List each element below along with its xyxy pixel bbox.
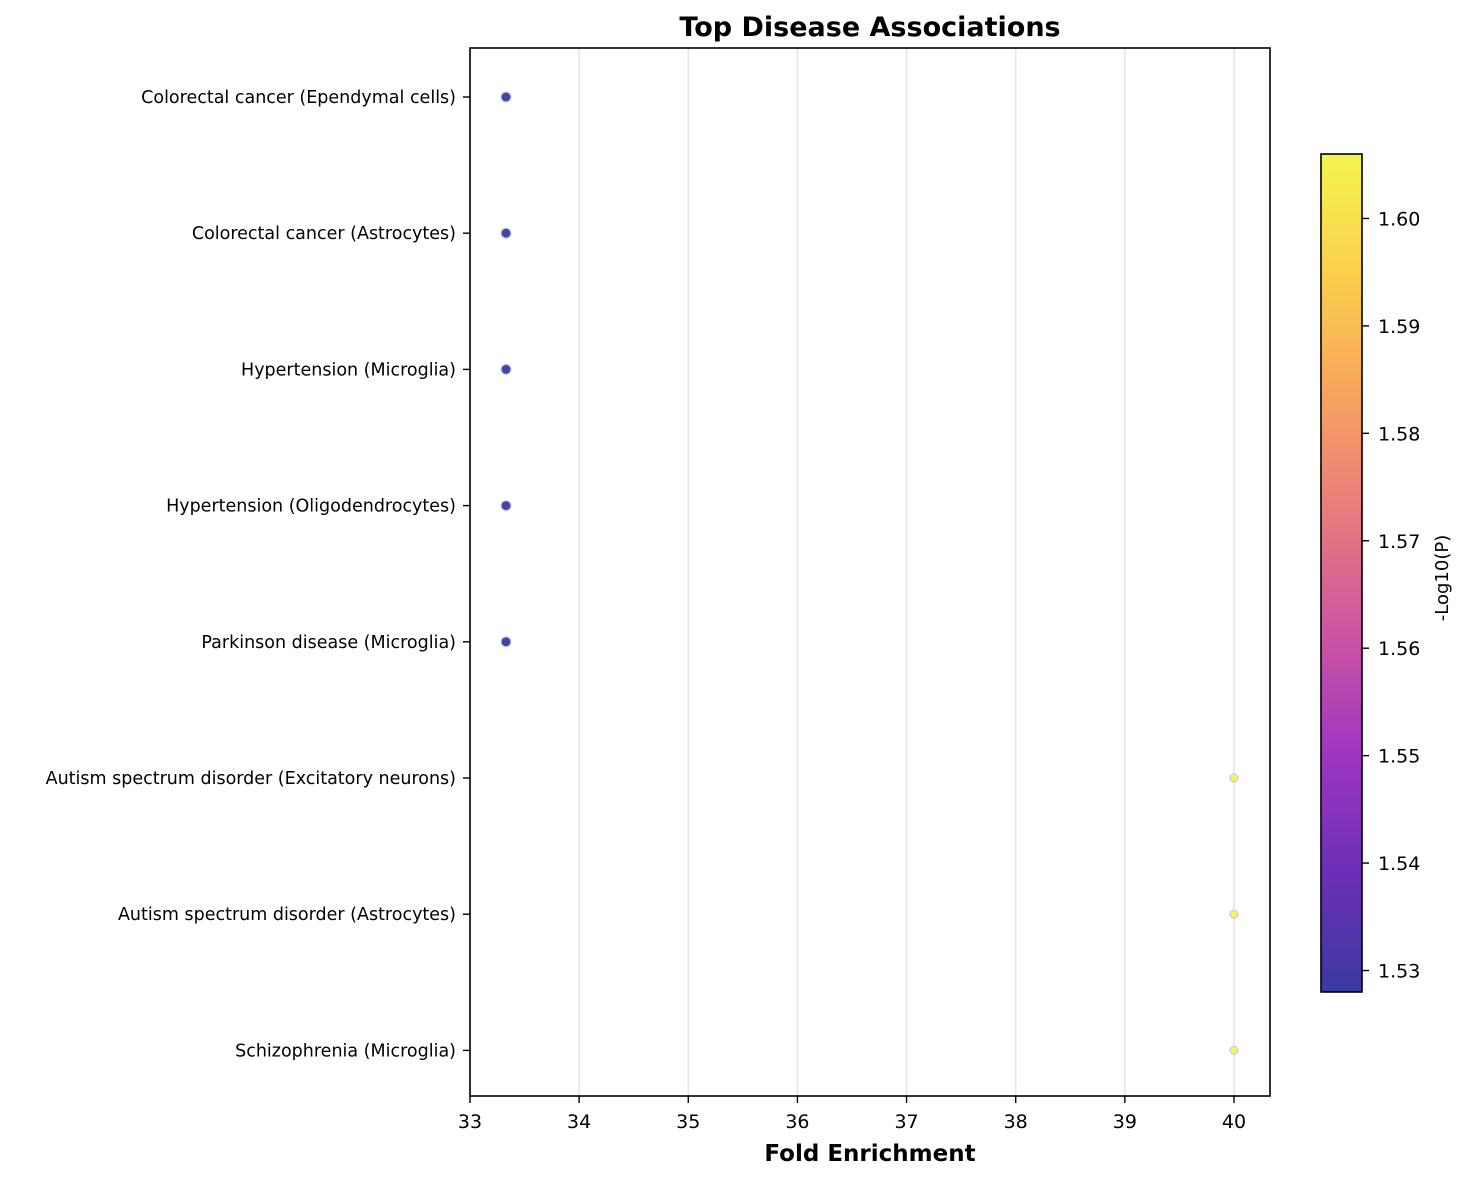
colorbar-tick-label: 1.55 (1378, 746, 1420, 768)
x-tick-label: 39 (1113, 1111, 1137, 1133)
data-point (500, 363, 512, 375)
data-point (1229, 909, 1239, 919)
y-tick-label: Hypertension (Oligodendrocytes) (166, 497, 456, 517)
chart-title: Top Disease Associations (679, 12, 1060, 43)
colorbar-tick-label: 1.60 (1378, 208, 1420, 230)
y-tick-label: Schizophrenia (Microglia) (235, 1041, 456, 1061)
colorbar-tick-label: 1.54 (1378, 853, 1420, 875)
colorbar-tick-label: 1.59 (1378, 316, 1420, 338)
data-point (500, 500, 512, 512)
plot-frame (469, 47, 1271, 1097)
colorbar-label: -Log10(P) (1432, 535, 1453, 621)
data-point (1229, 1045, 1239, 1056)
x-tick-label: 37 (894, 1111, 918, 1133)
x-tick-label: 36 (785, 1111, 809, 1133)
data-point (500, 91, 512, 103)
y-tick-label: Parkinson disease (Microglia) (201, 633, 456, 653)
x-tick-label: 40 (1222, 1111, 1246, 1133)
data-point (500, 227, 512, 239)
colorbar-tick-label: 1.57 (1378, 531, 1420, 553)
y-tick-label: Hypertension (Microglia) (241, 360, 456, 380)
y-tick-label: Colorectal cancer (Ependymal cells) (141, 88, 456, 108)
x-axis: 33 34 35 36 37 38 39 40 (458, 1096, 1246, 1133)
colorbar-gradient (1320, 153, 1363, 993)
colorbar-tick-label: 1.56 (1378, 638, 1420, 660)
x-axis-label: Fold Enrichment (764, 1141, 975, 1167)
colorbar-ticks: 1.53 1.54 1.55 1.56 1.57 1.58 1.59 1.60 (1362, 208, 1420, 983)
x-tick-label: 34 (567, 1111, 591, 1133)
y-tick-label: Autism spectrum disorder (Astrocytes) (118, 905, 456, 925)
data-point (500, 636, 512, 648)
x-tick-label: 35 (676, 1111, 700, 1133)
colorbar: 1.53 1.54 1.55 1.56 1.57 1.58 1.59 1.60 -Log10(… (1320, 153, 1453, 993)
grid-lines (469, 48, 1235, 1096)
x-tick-label: 38 (1004, 1111, 1028, 1133)
data-point (1229, 773, 1239, 783)
x-tick-label: 33 (458, 1111, 482, 1133)
y-axis: Colorectal cancer (Ependymal cells) Color… (46, 88, 470, 1061)
y-tick-label: Autism spectrum disorder (Excitatory neu… (46, 769, 456, 789)
data-points (500, 91, 1239, 1056)
colorbar-tick-label: 1.58 (1378, 423, 1420, 445)
y-tick-label: Colorectal cancer (Astrocytes) (192, 224, 456, 244)
colorbar-tick-label: 1.53 (1378, 961, 1420, 983)
